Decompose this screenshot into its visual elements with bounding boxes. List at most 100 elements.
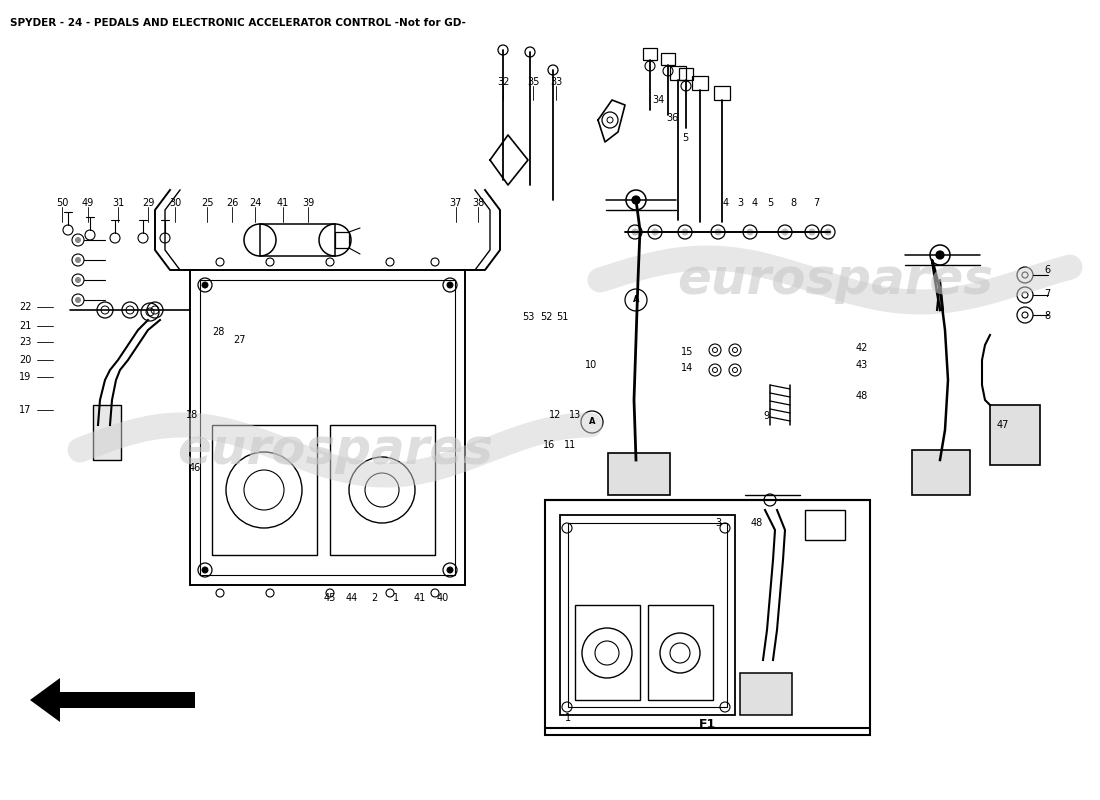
Text: 22: 22: [19, 302, 31, 312]
Bar: [190, 270, 465, 585]
Text: 5: 5: [767, 198, 773, 208]
Text: 47: 47: [997, 420, 1009, 430]
Text: 27: 27: [233, 335, 246, 345]
Text: 9: 9: [763, 411, 769, 421]
Circle shape: [782, 229, 788, 235]
Text: 6: 6: [1044, 265, 1050, 275]
Text: F1: F1: [698, 718, 716, 730]
Polygon shape: [30, 678, 195, 722]
Text: 25: 25: [200, 198, 213, 208]
Circle shape: [715, 229, 720, 235]
Text: 43: 43: [856, 360, 868, 370]
Circle shape: [747, 229, 754, 235]
Circle shape: [76, 238, 80, 242]
Text: 52: 52: [540, 312, 552, 322]
Text: A: A: [632, 295, 639, 305]
Text: 1: 1: [565, 713, 571, 723]
Bar: [568, 523, 727, 707]
Text: 33: 33: [550, 77, 562, 87]
Text: 40: 40: [437, 593, 449, 603]
Text: 46: 46: [189, 463, 201, 473]
Text: 7: 7: [1044, 289, 1050, 299]
Bar: [94, 405, 121, 460]
Text: 42: 42: [856, 343, 868, 353]
Text: 44: 44: [345, 593, 359, 603]
Circle shape: [632, 196, 640, 204]
Bar: [544, 500, 870, 735]
Bar: [740, 673, 792, 715]
Text: 5: 5: [682, 133, 689, 143]
Circle shape: [447, 567, 453, 573]
Text: 14: 14: [681, 363, 693, 373]
Bar: [648, 605, 713, 700]
Text: 3: 3: [715, 518, 722, 528]
Text: 3: 3: [737, 198, 744, 208]
Bar: [692, 76, 708, 90]
Bar: [912, 450, 970, 495]
Text: 20: 20: [19, 355, 31, 365]
Bar: [575, 605, 640, 700]
Bar: [608, 453, 670, 495]
Text: eurospares: eurospares: [676, 256, 993, 304]
Text: 16: 16: [543, 440, 556, 450]
Circle shape: [682, 229, 688, 235]
Bar: [330, 425, 434, 555]
Text: 2: 2: [371, 593, 377, 603]
Bar: [805, 510, 845, 540]
Circle shape: [632, 229, 638, 235]
Text: 12: 12: [549, 410, 561, 420]
Text: 32: 32: [497, 77, 509, 87]
Text: 23: 23: [19, 337, 31, 347]
Text: 38: 38: [472, 198, 484, 208]
Text: 29: 29: [142, 198, 154, 208]
Text: 10: 10: [585, 360, 597, 370]
Text: 24: 24: [249, 198, 261, 208]
Text: 51: 51: [556, 312, 569, 322]
Bar: [670, 66, 686, 80]
Text: 4: 4: [723, 198, 729, 208]
Bar: [661, 53, 675, 65]
Text: 53: 53: [521, 312, 535, 322]
Text: 4: 4: [752, 198, 758, 208]
Text: 1: 1: [393, 593, 399, 603]
Circle shape: [76, 258, 80, 262]
Bar: [644, 48, 657, 60]
Text: 36: 36: [666, 113, 678, 123]
Circle shape: [76, 298, 80, 302]
Text: SPYDER - 24 - PEDALS AND ELECTRONIC ACCELERATOR CONTROL -Not for GD-: SPYDER - 24 - PEDALS AND ELECTRONIC ACCE…: [10, 18, 466, 28]
Circle shape: [652, 229, 658, 235]
Text: 30: 30: [169, 198, 182, 208]
Text: 21: 21: [19, 321, 31, 331]
Bar: [260, 224, 336, 256]
Text: 11: 11: [564, 440, 576, 450]
Text: A: A: [588, 418, 595, 426]
Text: 13: 13: [569, 410, 581, 420]
Bar: [336, 232, 349, 248]
Bar: [560, 515, 735, 715]
Text: 31: 31: [112, 198, 124, 208]
Text: 15: 15: [681, 347, 693, 357]
Text: 17: 17: [19, 405, 31, 415]
Text: 28: 28: [212, 327, 224, 337]
Bar: [714, 86, 730, 100]
Text: 26: 26: [226, 198, 239, 208]
Text: 45: 45: [323, 593, 337, 603]
Text: 39: 39: [301, 198, 315, 208]
Text: 35: 35: [527, 77, 539, 87]
Text: 18: 18: [186, 410, 198, 420]
Text: 41: 41: [277, 198, 289, 208]
Bar: [990, 405, 1040, 465]
Bar: [212, 425, 317, 555]
Text: 50: 50: [56, 198, 68, 208]
Circle shape: [936, 251, 944, 259]
Circle shape: [76, 278, 80, 282]
Text: 48: 48: [751, 518, 763, 528]
Text: 49: 49: [81, 198, 95, 208]
Text: 34: 34: [652, 95, 664, 105]
Text: 19: 19: [19, 372, 31, 382]
Text: 8: 8: [790, 198, 796, 208]
Text: 48: 48: [856, 391, 868, 401]
Text: 8: 8: [1044, 311, 1050, 321]
Circle shape: [202, 567, 208, 573]
Circle shape: [202, 282, 208, 288]
